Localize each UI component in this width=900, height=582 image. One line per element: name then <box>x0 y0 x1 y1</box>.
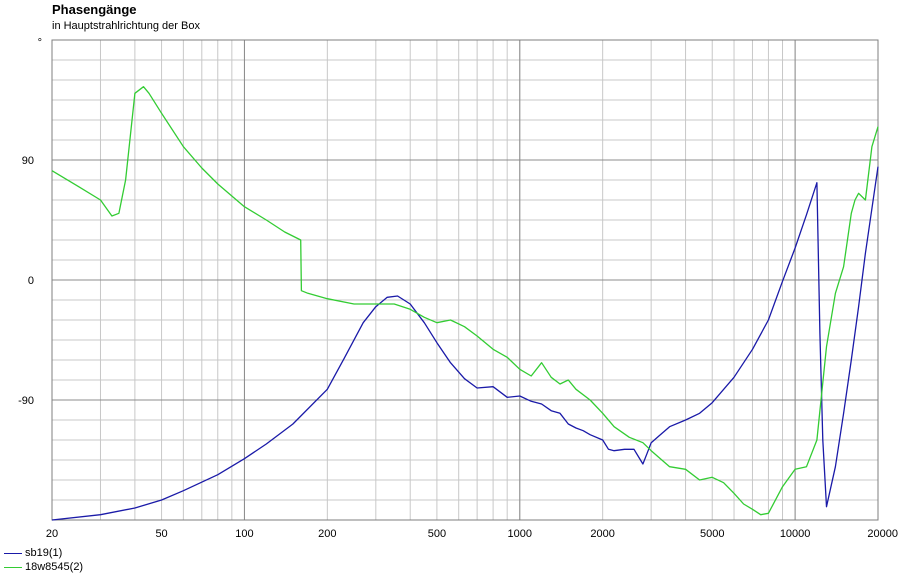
plot-frame <box>51 39 879 521</box>
y-tick-label: 0 <box>28 275 34 287</box>
series-line-sb19 <box>51 166 879 521</box>
legend-item-18w8545: 18w8545(2) <box>4 560 83 574</box>
y-axis-ticks: 90 0 -90 <box>18 155 34 407</box>
major-grid <box>52 40 878 520</box>
legend-swatch-18w8545 <box>4 566 22 568</box>
x-tick-label: 500 <box>428 528 446 540</box>
x-tick-label: 20000 <box>867 528 898 540</box>
legend-item-sb19: sb19(1) <box>4 546 83 560</box>
chart-subtitle: in Hauptstrahlrichtung der Box <box>52 20 200 32</box>
x-tick-label: 10000 <box>780 528 811 540</box>
series-line-18w8545 <box>51 86 879 516</box>
x-tick-label: 100 <box>235 528 253 540</box>
x-axis-ticks: 20 50 100 200 500 1000 2000 5000 10000 20000 <box>46 528 898 540</box>
y-tick-label: 90 <box>22 155 34 167</box>
legend-label-sb19: sb19(1) <box>25 547 63 559</box>
x-tick-label: 5000 <box>700 528 724 540</box>
y-unit-marker: ° <box>38 37 42 49</box>
legend-swatch-sb19 <box>4 552 22 554</box>
x-tick-label: 2000 <box>590 528 614 540</box>
legend-label-18w8545: 18w8545(2) <box>25 561 84 573</box>
x-tick-label: 200 <box>318 528 336 540</box>
series-layer <box>51 86 879 521</box>
y-tick-label: -90 <box>18 395 34 407</box>
x-tick-label: 1000 <box>508 528 532 540</box>
chart-title: Phasengänge <box>52 2 137 17</box>
x-tick-label: 50 <box>155 528 167 540</box>
x-tick-label: 20 <box>46 528 58 540</box>
legend: sb19(1) 18w8545(2) <box>4 546 83 574</box>
